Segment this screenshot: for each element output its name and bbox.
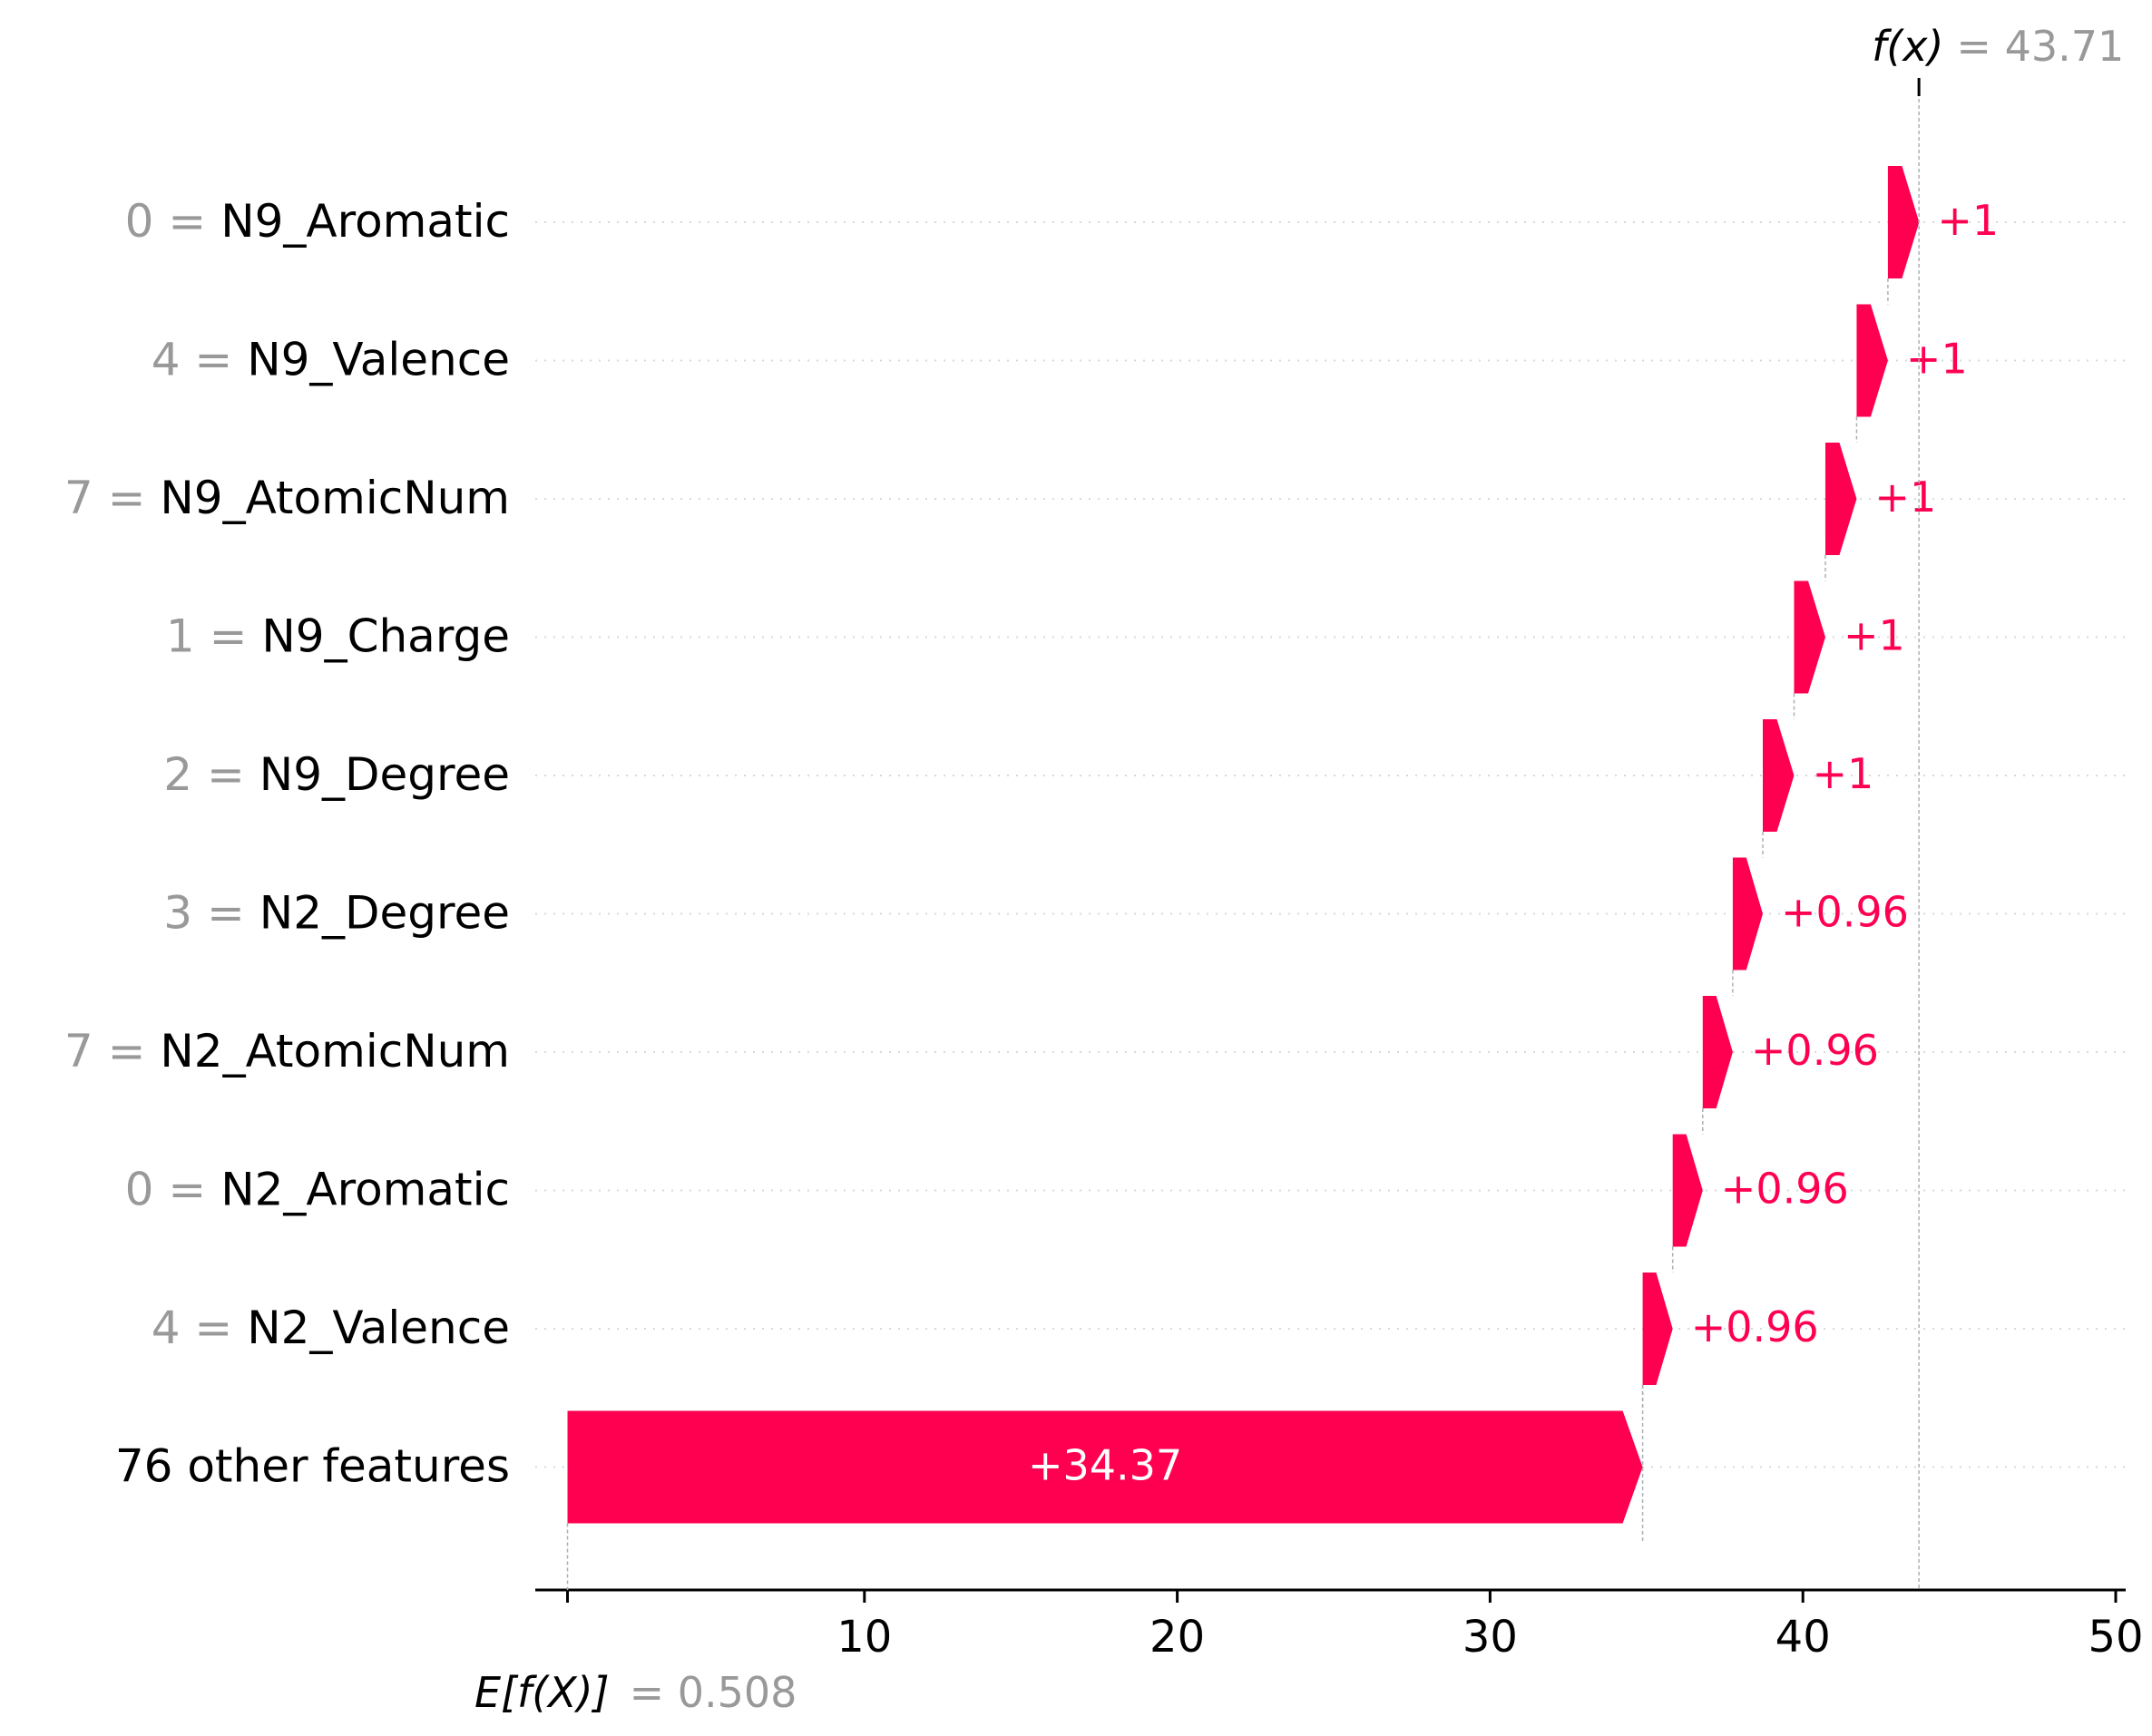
x-tick-label: 40 — [1775, 1612, 1831, 1663]
contribution-bar — [1642, 1273, 1673, 1385]
feature-label: 7 = N2_AtomicNum — [64, 1025, 510, 1078]
chart-bars: +1 +1 +1 +1 +1 +0.96 +0.96 +0.96 +0.96 +34.37 — [567, 166, 1999, 1542]
feature-value: 4 — [152, 334, 195, 386]
feature-equals: = — [207, 887, 259, 940]
x-tick-label: 20 — [1149, 1612, 1205, 1663]
contribution-label: +1 — [1906, 335, 1968, 384]
feature-label: 0 = N2_Aromatic — [125, 1164, 510, 1216]
feature-label: 0 = N9_Aromatic — [125, 195, 510, 248]
contribution-label: +34.37 — [1028, 1441, 1182, 1490]
feature-name: N2_Aromatic — [220, 1164, 510, 1216]
base-value-annotation: E[f(X)] = 0.508 — [474, 1668, 797, 1717]
contribution-bar — [567, 1410, 1643, 1524]
x-axis: 10 20 30 40 50 — [535, 1588, 2144, 1663]
feature-equals: = — [108, 472, 161, 524]
x-tick-label: 30 — [1462, 1612, 1518, 1663]
contribution-label: +1 — [1937, 196, 1999, 245]
feature-equals: = — [210, 610, 262, 663]
x-tick-label: 10 — [836, 1612, 892, 1663]
feature-equals: = — [207, 748, 259, 801]
feature-label: 1 = N9_Charge — [166, 610, 510, 663]
feature-equals: = — [194, 1302, 247, 1354]
feature-value: 0 — [125, 1164, 169, 1216]
chart-rows: 0 = N9_Aromatic 4 = N9_Valence 7 = N9_Atom… — [64, 195, 2126, 1493]
feature-value: 7 — [64, 472, 108, 524]
feature-equals: = — [168, 195, 220, 248]
feature-label: 4 = N9_Valence — [152, 334, 510, 386]
contribution-label: +0.96 — [1751, 1026, 1879, 1075]
contribution-bar — [1856, 304, 1888, 417]
contribution-label: +0.96 — [1721, 1165, 1849, 1214]
feature-value: 7 — [64, 1025, 108, 1078]
contribution-label: +0.96 — [1691, 1302, 1819, 1351]
feature-value: 2 — [163, 748, 207, 801]
base-label: E[f(X)] — [474, 1668, 610, 1717]
feature-label: 76 other features — [115, 1440, 510, 1493]
contribution-label: +1 — [1812, 749, 1873, 798]
contribution-bar — [1672, 1134, 1703, 1247]
contribution-bar — [1732, 857, 1763, 970]
feature-name: N9_Charge — [261, 610, 510, 663]
contribution-bar — [1824, 443, 1857, 555]
chart-annotations: f(x) = 43.71 E[f(X)] = 0.508 — [474, 22, 2124, 1717]
feature-label: 4 = N2_Valence — [152, 1302, 510, 1354]
feature-equals: = — [108, 1025, 161, 1078]
contribution-bar — [1887, 166, 1920, 278]
feature-equals: = — [168, 1164, 220, 1216]
contribution-bar — [1762, 719, 1795, 832]
feature-value: 0 — [125, 195, 169, 248]
contribution-label: +1 — [1874, 473, 1936, 522]
feature-label: 3 = N2_Degree — [163, 887, 510, 940]
output-label: f(x) — [1872, 22, 1943, 71]
feature-name: N2_Degree — [259, 887, 510, 940]
feature-label: 2 = N9_Degree — [163, 748, 510, 801]
output-value-annotation: f(x) = 43.71 — [1872, 22, 2124, 71]
feature-name: N9_Aromatic — [220, 195, 510, 248]
feature-value: 1 — [166, 610, 210, 663]
feature-name: 76 other features — [115, 1440, 510, 1493]
feature-value: 4 — [152, 1302, 195, 1354]
feature-name: N9_Degree — [259, 748, 510, 801]
contribution-bar — [1702, 996, 1733, 1108]
feature-name: N9_Valence — [247, 334, 510, 386]
feature-name: N9_AtomicNum — [160, 472, 510, 524]
feature-name: N2_Valence — [247, 1302, 510, 1354]
x-tick-label: 50 — [2088, 1612, 2143, 1663]
output-value: = 43.71 — [1956, 22, 2124, 71]
base-value: = 0.508 — [630, 1668, 797, 1717]
feature-label: 7 = N9_AtomicNum — [64, 472, 510, 524]
feature-equals: = — [194, 334, 247, 386]
contribution-bar — [1794, 580, 1825, 694]
feature-value: 3 — [163, 887, 207, 940]
feature-name: N2_AtomicNum — [160, 1025, 510, 1078]
contribution-label: +1 — [1844, 611, 1905, 660]
contribution-label: +0.96 — [1781, 888, 1909, 937]
